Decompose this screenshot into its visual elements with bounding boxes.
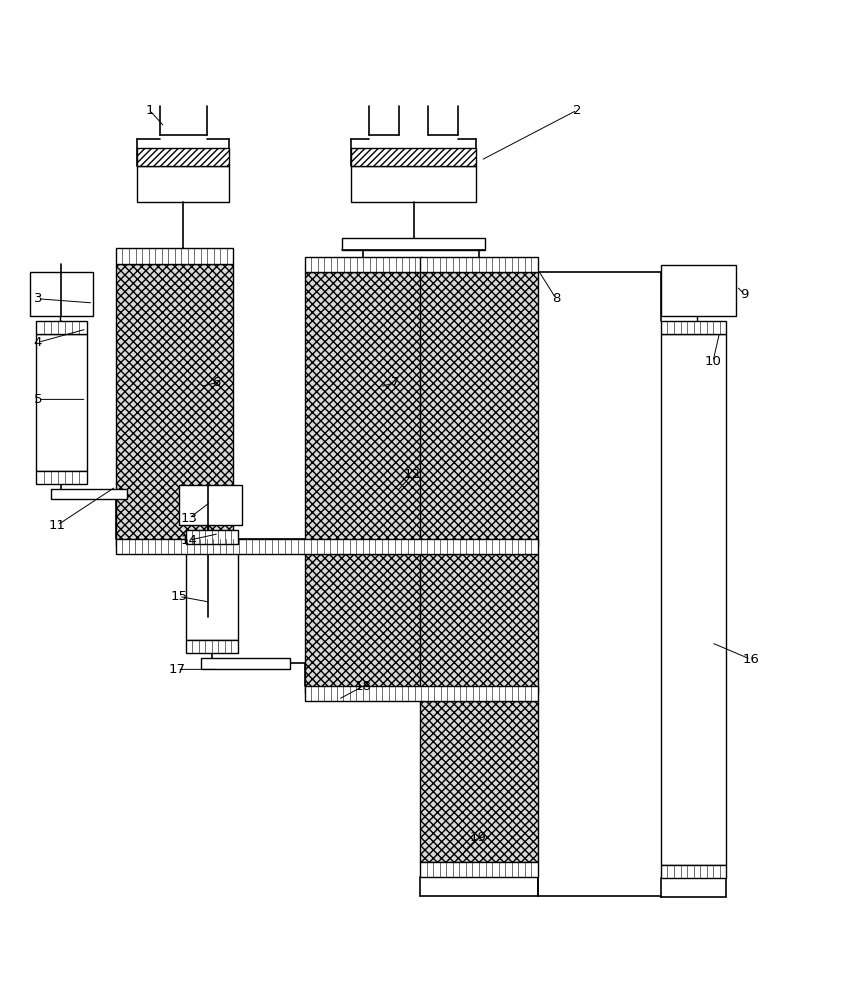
Text: 9: 9: [741, 288, 749, 301]
Bar: [116, 248, 233, 264]
Text: 15: 15: [170, 590, 187, 603]
Bar: [661, 321, 727, 334]
Bar: [351, 166, 477, 202]
Bar: [420, 272, 538, 546]
Bar: [305, 257, 422, 272]
Bar: [179, 485, 241, 525]
Bar: [186, 530, 237, 544]
Bar: [420, 554, 538, 693]
Bar: [420, 701, 538, 862]
Text: 6: 6: [213, 376, 221, 389]
Bar: [305, 272, 422, 546]
Bar: [661, 265, 737, 316]
Text: 11: 11: [49, 519, 66, 532]
Bar: [661, 334, 727, 865]
Bar: [305, 554, 422, 693]
Text: 2: 2: [573, 104, 582, 117]
Bar: [36, 471, 87, 484]
Bar: [343, 238, 485, 250]
Bar: [36, 321, 87, 334]
Bar: [116, 539, 538, 554]
Bar: [137, 166, 230, 202]
Bar: [36, 334, 87, 471]
Bar: [137, 148, 230, 166]
Text: 13: 13: [181, 512, 197, 525]
Text: 17: 17: [169, 663, 186, 676]
Bar: [30, 272, 94, 316]
Text: 16: 16: [742, 653, 759, 666]
Bar: [202, 658, 289, 669]
Bar: [351, 148, 477, 166]
Text: 18: 18: [354, 680, 371, 693]
Bar: [51, 489, 127, 499]
Bar: [305, 686, 538, 701]
Bar: [420, 862, 538, 877]
Text: 19: 19: [470, 831, 487, 844]
Text: 4: 4: [34, 336, 42, 349]
Text: 1: 1: [145, 104, 154, 117]
Bar: [420, 257, 538, 272]
Bar: [661, 865, 727, 878]
Bar: [116, 264, 233, 546]
Bar: [186, 640, 237, 653]
Bar: [186, 544, 237, 640]
Text: 3: 3: [34, 292, 42, 305]
Text: 10: 10: [705, 355, 722, 368]
Text: 7: 7: [391, 376, 399, 389]
Text: 14: 14: [181, 534, 197, 547]
Text: 12: 12: [403, 468, 420, 481]
Text: 8: 8: [552, 292, 560, 305]
Text: 5: 5: [34, 393, 42, 406]
